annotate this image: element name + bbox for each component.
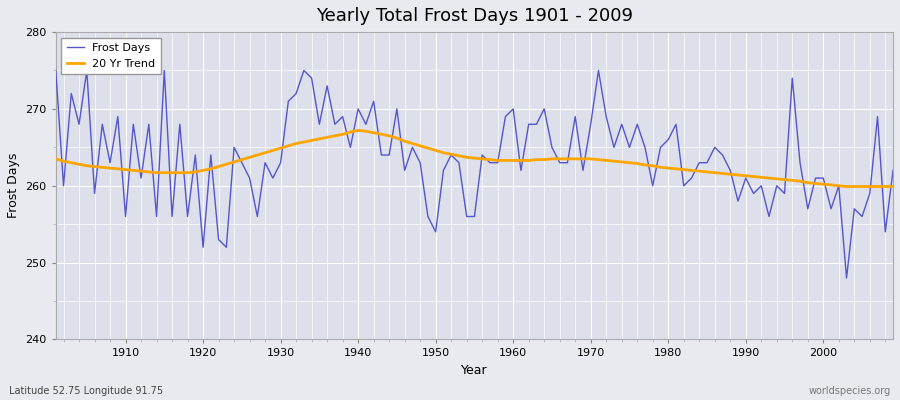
20 Yr Trend	[516, 158, 526, 163]
X-axis label: Year: Year	[461, 364, 488, 377]
Frost Days	[500, 114, 511, 119]
Frost Days	[601, 114, 612, 119]
Frost Days	[50, 68, 61, 73]
20 Yr Trend	[353, 128, 364, 133]
Frost Days	[112, 114, 123, 119]
Text: Latitude 52.75 Longitude 91.75: Latitude 52.75 Longitude 91.75	[9, 386, 163, 396]
Frost Days	[283, 99, 293, 104]
20 Yr Trend	[50, 156, 61, 161]
20 Yr Trend	[508, 158, 518, 163]
20 Yr Trend	[283, 143, 293, 148]
Frost Days	[887, 168, 898, 173]
Frost Days	[842, 276, 852, 280]
Text: worldspecies.org: worldspecies.org	[809, 386, 891, 396]
Y-axis label: Frost Days: Frost Days	[7, 153, 20, 218]
20 Yr Trend	[608, 159, 619, 164]
20 Yr Trend	[842, 184, 852, 189]
20 Yr Trend	[112, 166, 123, 171]
Legend: Frost Days, 20 Yr Trend: Frost Days, 20 Yr Trend	[61, 38, 161, 74]
Line: Frost Days: Frost Days	[56, 70, 893, 278]
20 Yr Trend	[329, 134, 340, 138]
Frost Days	[329, 122, 340, 127]
Title: Yearly Total Frost Days 1901 - 2009: Yearly Total Frost Days 1901 - 2009	[316, 7, 633, 25]
20 Yr Trend	[887, 184, 898, 189]
Line: 20 Yr Trend: 20 Yr Trend	[56, 130, 893, 186]
Frost Days	[508, 106, 518, 111]
